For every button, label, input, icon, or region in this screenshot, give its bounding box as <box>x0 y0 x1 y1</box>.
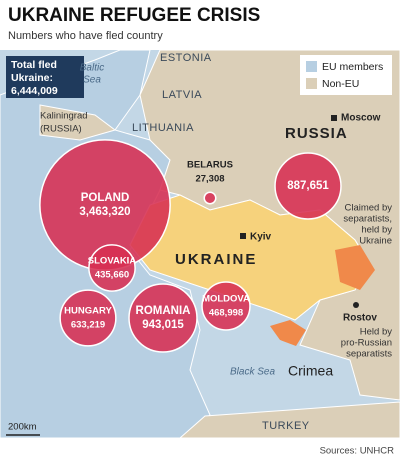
country-label: ESTONIA <box>160 52 212 64</box>
annotation: Claimed by <box>344 203 392 214</box>
total-amount: 6,444,009 <box>11 85 58 97</box>
bubble <box>274 152 342 220</box>
bubble-value: 887,651 <box>287 180 329 192</box>
annotation: separatists <box>346 349 392 360</box>
city-label: Rostov <box>343 313 377 324</box>
annotation: pro-Russian <box>341 338 392 349</box>
bubble-name: MOLDOVA <box>202 294 250 305</box>
legend-swatch <box>306 78 317 89</box>
bubble <box>128 283 198 353</box>
bubble <box>201 281 251 331</box>
annotation: separatists, <box>343 214 392 225</box>
city-label: Kyiv <box>250 232 272 243</box>
source: Sources: UNHCR <box>320 446 395 457</box>
bubble <box>203 191 217 205</box>
sea-label: Black Sea <box>230 367 275 378</box>
subtitle: Numbers who have fled country <box>8 30 163 42</box>
bubble-value: 435,660 <box>95 270 129 281</box>
bubble-layer: POLAND 3,463,320 SLOVAKIA 435,660 HUNGARY 633… <box>39 139 342 353</box>
ukraine <box>129 194 371 321</box>
legend-label: EU members <box>322 61 383 73</box>
total-box <box>6 56 84 98</box>
turkey-land <box>178 401 400 439</box>
total-caption: Ukraine: <box>11 72 53 84</box>
title: UKRAINE REFUGEE CRISIS <box>8 5 260 26</box>
bubble <box>88 244 136 292</box>
place-label: Crimea <box>288 363 333 379</box>
bubble-name: POLAND <box>81 192 130 204</box>
black-sea <box>192 330 358 410</box>
city-marker <box>353 302 359 308</box>
bubble-name: HUNGARY <box>64 306 112 317</box>
country-label: UKRAINE <box>175 251 257 268</box>
place-label: (RUSSIA) <box>40 124 82 135</box>
city-marker <box>331 115 337 121</box>
annotation: Held by <box>360 327 392 338</box>
country-label: LATVIA <box>162 89 202 101</box>
annotation: Ukraine <box>359 236 392 247</box>
country-label: RUSSIA <box>285 125 348 142</box>
place-label: Kaliningrad <box>40 111 88 122</box>
country-label: TURKEY <box>262 420 310 432</box>
bubble-value: 3,463,320 <box>79 206 130 218</box>
bubble-value: 943,015 <box>142 319 184 331</box>
bubble-name: BELARUS <box>187 160 233 171</box>
bubble-name: SLOVAKIA <box>88 256 137 267</box>
sea-label: Baltic <box>80 63 104 74</box>
city-label: Moscow <box>341 113 381 124</box>
city-marker <box>240 233 246 239</box>
bubble-value: 27,308 <box>195 174 224 185</box>
bubble-value: 468,998 <box>209 308 243 319</box>
bubble <box>59 289 117 347</box>
bubble-name: ROMANIA <box>136 305 191 317</box>
kaliningrad <box>39 104 117 141</box>
country-label: LITHUANIA <box>132 122 194 134</box>
legend-label: Non-EU <box>322 78 359 90</box>
separatist-area <box>335 245 375 290</box>
bubble-value: 633,219 <box>71 320 105 331</box>
legend-swatch <box>306 61 317 72</box>
annotation: held by <box>361 225 392 236</box>
sea-label: Sea <box>83 75 101 86</box>
crimea <box>270 320 306 346</box>
total-caption: Total fled <box>11 59 57 71</box>
scale-label: 200km <box>8 422 37 433</box>
